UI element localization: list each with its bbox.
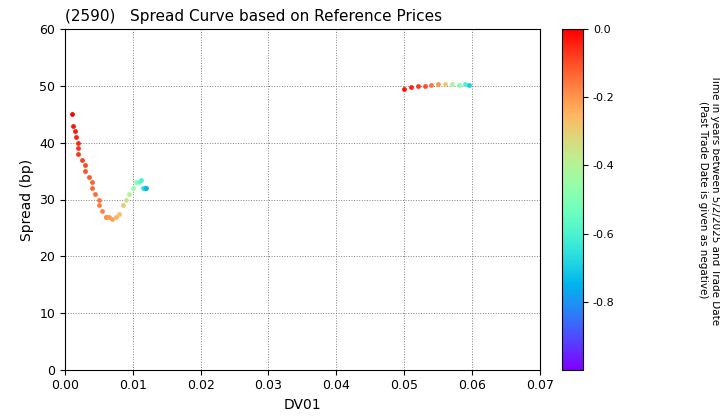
Point	[124, 190, 135, 197]
Point	[419, 82, 431, 89]
Point	[76, 156, 88, 163]
Y-axis label: Spread (bp): Spread (bp)	[19, 158, 34, 241]
Point	[459, 81, 471, 88]
Point	[463, 81, 474, 88]
Point	[93, 196, 104, 203]
Point	[398, 86, 410, 92]
Point	[139, 185, 150, 192]
X-axis label: DV01: DV01	[284, 398, 321, 412]
Point	[96, 207, 108, 214]
Point	[86, 179, 98, 186]
Point	[412, 83, 423, 89]
Point	[73, 151, 84, 158]
Point	[89, 190, 101, 197]
Point	[110, 213, 122, 220]
Point	[93, 202, 104, 208]
Point	[137, 185, 148, 192]
Point	[439, 81, 451, 88]
Point	[71, 134, 82, 140]
Point	[134, 179, 145, 186]
Point	[433, 81, 444, 88]
Point	[67, 122, 78, 129]
Point	[426, 81, 437, 88]
Point	[79, 168, 91, 174]
Point	[127, 185, 138, 192]
Point	[117, 202, 128, 208]
Text: (2590)   Spread Curve based on Reference Prices: (2590) Spread Curve based on Reference P…	[65, 9, 442, 24]
Point	[103, 213, 114, 220]
Point	[73, 145, 84, 152]
Point	[120, 196, 132, 203]
Point	[453, 81, 464, 88]
Point	[86, 185, 98, 192]
Point	[66, 111, 77, 118]
Point	[446, 81, 457, 88]
Point	[107, 216, 118, 223]
Y-axis label: Time in years between 5/2/2025 and Trade Date
(Past Trade Date is given as negat: Time in years between 5/2/2025 and Trade…	[698, 74, 720, 325]
Point	[100, 213, 112, 220]
Point	[130, 179, 142, 186]
Point	[79, 162, 91, 169]
Point	[100, 213, 112, 220]
Point	[113, 210, 125, 217]
Point	[405, 84, 417, 91]
Point	[73, 139, 84, 146]
Point	[140, 185, 152, 192]
Point	[135, 176, 147, 183]
Point	[83, 173, 94, 180]
Point	[69, 128, 81, 135]
